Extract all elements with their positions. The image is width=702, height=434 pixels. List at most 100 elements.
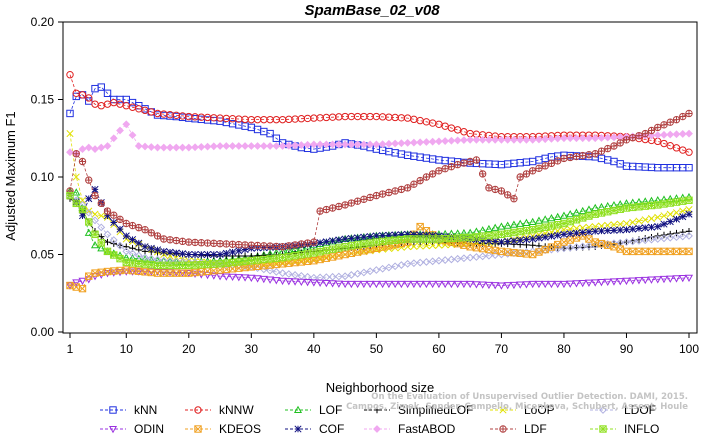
- data-point-fastabod: [216, 142, 224, 150]
- data-point-ldof: [378, 264, 387, 273]
- data-point-fastabod: [134, 142, 143, 150]
- data-point-fastabod: [541, 135, 550, 144]
- data-point-loop: [97, 212, 105, 220]
- data-point-ldof: [347, 271, 356, 279]
- data-point-ldof: [253, 264, 262, 273]
- data-point-cof: [672, 215, 681, 223]
- series-layer: [65, 71, 694, 293]
- data-point-odin: [353, 280, 362, 289]
- data-point-ldf: [410, 180, 418, 188]
- series-knnw: [66, 71, 693, 156]
- data-point-cof: [585, 228, 593, 236]
- data-point-inflo: [635, 203, 643, 211]
- data-point-kdeos: [635, 247, 643, 255]
- data-point-ldf: [373, 192, 380, 199]
- data-point-inflo: [222, 259, 231, 267]
- data-point-ldf: [391, 187, 399, 195]
- data-point-ldof: [572, 243, 581, 251]
- data-point-odin: [566, 280, 575, 288]
- data-point-fastabod: [491, 135, 500, 144]
- data-point-kdeos: [491, 246, 499, 255]
- data-point-knn: [272, 134, 281, 142]
- data-point-cof: [229, 248, 237, 256]
- data-point-fastabod: [209, 142, 218, 151]
- data-point-ldf: [216, 239, 224, 248]
- data-point-ldof: [353, 269, 362, 278]
- data-point-cof: [116, 225, 124, 233]
- data-point-inflo: [310, 249, 318, 257]
- data-point-odin: [416, 280, 425, 289]
- data-point-inflo: [385, 237, 393, 245]
- data-point-odin: [272, 277, 281, 285]
- data-point-kdeos: [91, 269, 99, 277]
- data-point-cof: [91, 185, 99, 193]
- data-point-fastabod: [359, 140, 368, 149]
- data-point-fastabod: [528, 135, 537, 144]
- legend-item-cof: COF: [285, 422, 344, 434]
- data-point-ldf: [79, 158, 86, 165]
- data-point-ldf: [253, 241, 262, 250]
- data-point-kdeos: [178, 269, 187, 277]
- data-point-fastabod: [653, 131, 662, 140]
- data-point-fastabod: [228, 142, 237, 150]
- data-point-inflo: [316, 248, 324, 256]
- data-point-fastabod: [553, 134, 562, 143]
- data-point-ldf: [160, 235, 167, 243]
- data-point-inflo: [460, 234, 468, 242]
- data-point-cof: [535, 234, 543, 242]
- data-point-odin: [78, 277, 87, 286]
- data-point-inflo: [72, 199, 80, 207]
- data-point-knn: [391, 149, 399, 157]
- data-point-knnw: [66, 71, 74, 79]
- data-point-ldof: [428, 257, 437, 266]
- data-point-ldof: [403, 259, 412, 268]
- data-point-ldof: [109, 236, 118, 244]
- x-tick-label: 10: [120, 342, 134, 356]
- data-point-ldf: [291, 241, 299, 249]
- data-point-cof: [128, 235, 137, 244]
- data-point-loop: [629, 218, 637, 226]
- data-point-ldf: [623, 136, 630, 143]
- data-point-knnw: [66, 71, 74, 79]
- data-point-ldf: [548, 160, 555, 167]
- data-point-cof: [191, 250, 199, 259]
- data-point-lof: [516, 219, 525, 227]
- data-point-inflo: [466, 233, 474, 242]
- data-point-cof: [197, 250, 205, 259]
- data-point-fastabod: [341, 140, 350, 149]
- legend-marker-kdeos: [194, 425, 202, 433]
- data-point-kdeos: [329, 253, 337, 261]
- data-point-knnw: [410, 115, 418, 124]
- data-point-kdeos: [322, 254, 331, 262]
- data-point-inflo: [554, 221, 562, 229]
- data-point-inflo: [360, 240, 368, 248]
- data-point-cof: [572, 229, 581, 237]
- data-point-inflo: [372, 238, 380, 246]
- data-point-inflo: [522, 227, 530, 235]
- data-point-odin: [472, 281, 481, 289]
- data-point-knnw: [460, 128, 468, 136]
- data-point-fastabod: [678, 130, 687, 138]
- data-point-ldof: [391, 262, 400, 271]
- data-point-knn: [66, 109, 74, 118]
- data-point-inflo: [354, 241, 362, 249]
- data-point-loop: [422, 242, 430, 250]
- data-point-ldof: [628, 237, 637, 246]
- legend-label-fastabod: FastABOD: [398, 422, 456, 434]
- data-point-odin: [316, 279, 325, 287]
- data-point-odin: [466, 280, 475, 289]
- data-point-odin: [541, 280, 550, 289]
- data-point-inflo: [341, 243, 349, 251]
- data-point-inflo: [416, 235, 424, 243]
- data-point-ldf: [510, 195, 518, 202]
- legend-marker-cof: [294, 425, 302, 433]
- data-point-inflo: [235, 258, 243, 266]
- data-point-ldf: [378, 190, 387, 198]
- data-point-fastabod: [591, 134, 600, 143]
- legend-item-fastabod: FastABOD: [364, 422, 456, 434]
- data-point-ldf: [604, 145, 611, 152]
- data-point-kdeos: [366, 245, 374, 254]
- data-point-odin: [291, 278, 300, 286]
- data-point-odin: [134, 268, 143, 276]
- data-point-lof: [516, 219, 525, 227]
